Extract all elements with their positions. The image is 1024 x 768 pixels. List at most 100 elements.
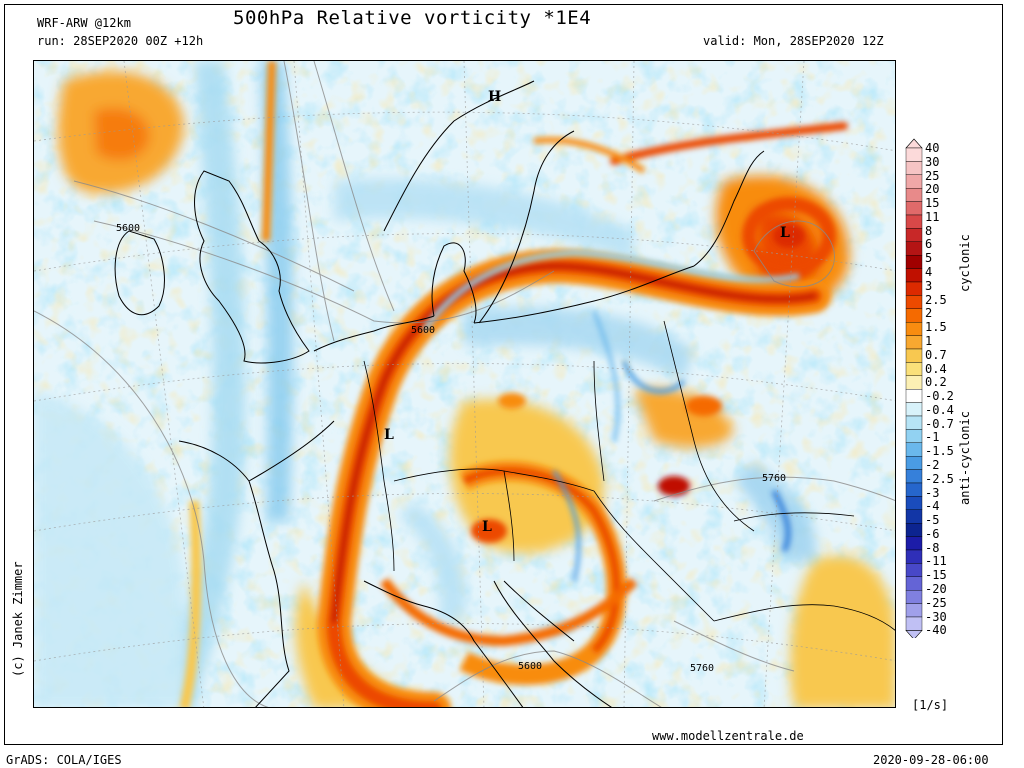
high-pressure-label: H [488,89,501,105]
legend-tick-label: -15 [925,568,947,583]
legend-tick-label: -11 [925,554,947,569]
legend-swatch [905,362,923,376]
contour-label: 5600 [518,661,542,672]
legend-tick-label: 2.5 [925,292,947,307]
vorticity-map: H L L L 5600 5600 5760 5600 5760 [33,60,896,708]
legend-swatch [905,603,923,618]
coastlines-and-borders [114,80,895,707]
legend-tick-label: -30 [925,609,947,624]
legend-swatch [905,563,923,577]
contour-label: 5600 [116,223,140,234]
color-legend [902,138,926,642]
legend-swatch [905,469,923,484]
legend-swatch [905,214,923,229]
legend-tick-label: 2 [925,306,933,321]
legend-tick-label: -1.5 [925,444,954,459]
unit-label: [1/s] [912,698,949,712]
website-label: www.modellzentrale.de [652,729,804,743]
legend-tick-label: 0.2 [925,375,947,390]
anticyclonic-field [34,61,816,707]
legend-tick-label: -2 [925,458,940,472]
model-label: WRF-ARW @12km [37,16,131,30]
legend-tick-label: -1 [925,430,940,445]
legend-swatch [905,442,923,457]
legend-swatch [905,523,923,537]
legend-swatch [905,281,923,296]
contour-label: 5760 [690,663,714,674]
anticyclonic-label: anti-cyclonic [958,411,972,505]
legend-swatch [905,321,923,336]
legend-swatch [905,228,923,243]
legend-swatch [905,616,923,631]
legend-cap-top [905,138,923,149]
legend-tick-label: -0.2 [925,389,954,404]
legend-swatch [905,375,923,390]
legend-swatch [905,509,923,524]
legend-tick-label: -4 [925,499,940,514]
legend-swatch [905,308,923,323]
legend-tick-label: -5 [925,513,940,528]
legend-swatch [905,456,923,470]
legend-swatch [905,335,923,350]
timestamp-label: 2020-09-28-06:00 [873,753,989,767]
credit-label: (c) Janek Zimmer [11,561,25,677]
low-pressure-label-baltic: L [780,225,790,241]
legend-swatch [905,268,923,283]
legend-swatch [905,201,923,216]
legend-tick-label: -40 [925,623,947,638]
legend-swatch [905,161,923,175]
legend-tick-label: 40 [925,141,940,155]
legend-swatch [905,590,923,604]
legend-tick-label: 6 [925,237,933,252]
legend-tick-label: -0.4 [925,402,954,417]
legend-tick-label: 5 [925,251,933,266]
legend-tick-label: 20 [925,182,940,197]
legend-tick-label: -3 [925,485,940,500]
legend-swatch [905,415,923,430]
chart-title: 500hPa Relative vorticity *1E4 [233,7,592,29]
legend-tick-label: 1 [925,333,933,348]
low-pressure-label-alps: L [482,519,492,535]
legend-tick-label: -0.7 [925,416,954,431]
cyclonic-label: cyclonic [958,234,972,292]
legend-cap-bottom [905,630,923,640]
legend-swatch [905,549,923,564]
legend-tick-label: -6 [925,526,940,541]
legend-tick-label: -2.5 [925,471,954,486]
legend-swatch [905,241,923,256]
contour-label: 5600 [411,325,435,336]
legend-swatch [905,482,923,497]
vorticity-band [179,61,848,707]
valid-label: valid: Mon, 28SEP2020 12Z [703,34,884,48]
legend-tick-label: 30 [925,154,940,169]
legend-tick-label: 0.7 [925,347,947,362]
legend-tick-label: -20 [925,582,947,597]
legend-tick-label: -8 [925,540,940,555]
legend-tick-label: 1.5 [925,320,947,335]
graticule [34,61,895,707]
legend-tick-label: -25 [925,595,947,610]
plot-frame [4,4,1003,745]
legend-tick-label: 3 [925,278,933,293]
legend-swatch [905,147,923,162]
legend-tick-label: 8 [925,223,933,238]
geopotential-contours [34,61,895,707]
legend-swatch [905,402,923,417]
legend-swatch [905,174,923,189]
low-pressure-label-france: L [384,427,394,443]
legend-swatch [905,429,923,443]
legend-tick-label: 11 [925,209,940,224]
legend-swatch [905,348,923,363]
run-label: run: 28SEP2020 00Z +12h [37,34,204,48]
legend-swatch [905,576,923,591]
legend-tick-label: 4 [925,265,933,280]
legend-swatch [905,496,923,510]
legend-swatch [905,188,923,202]
legend-swatch [905,388,923,403]
legend-tick-label: 25 [925,168,940,183]
legend-swatch [905,254,923,269]
legend-swatch [905,536,923,551]
contour-label: 5760 [762,473,786,484]
legend-tick-label: 0.4 [925,361,947,376]
legend-swatch [905,295,923,309]
